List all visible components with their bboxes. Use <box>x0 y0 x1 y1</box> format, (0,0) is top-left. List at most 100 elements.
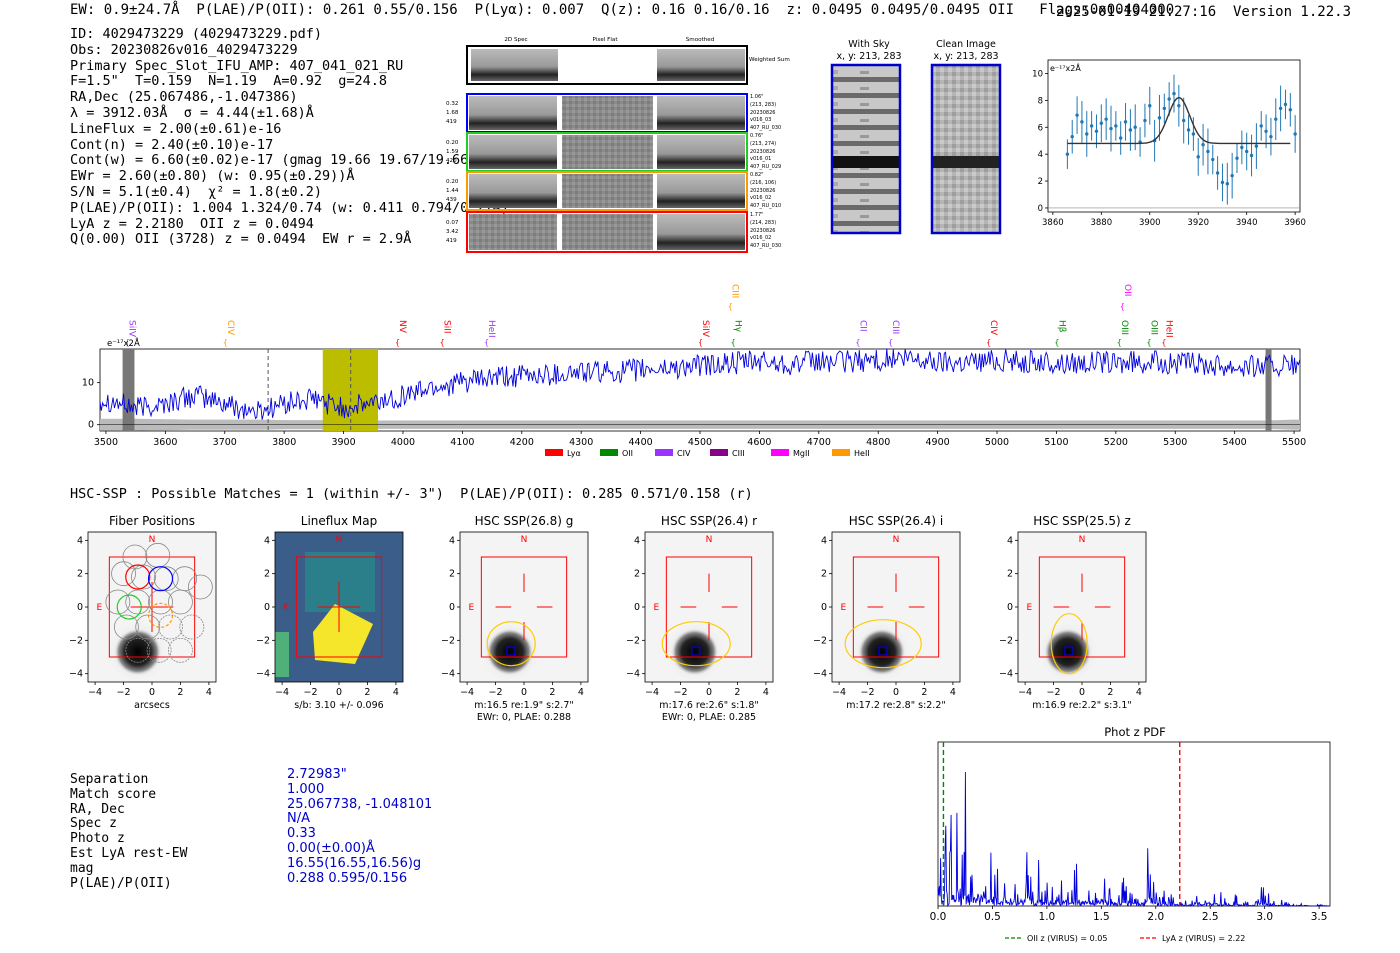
zoom-xtick-label: 3940 <box>1236 218 1258 228</box>
spectral-line-label: Hβ <box>1056 320 1066 333</box>
east-label: E <box>841 603 847 613</box>
pdf-legend-label: LyA z (VIRUS) = 2.22 <box>1162 934 1245 943</box>
spectral-line-marker: { <box>223 338 228 347</box>
zoom-data-point <box>1133 125 1137 129</box>
hsc-ytick-label: −2 <box>256 635 270 646</box>
hsc-xtick-label: 0 <box>893 687 899 698</box>
cutout-val: 0.20 <box>446 179 459 185</box>
spectral-line-label: CIII <box>890 320 900 334</box>
cutout-meta: v016_02 <box>750 195 771 201</box>
hsc-ytick-label: −4 <box>999 669 1013 680</box>
aperture-box <box>480 556 568 658</box>
info-lya: LyA z = 2.2180 OII z = 0.0494 <box>70 215 314 232</box>
col-header-2dspec: 2D Spec <box>504 37 527 43</box>
zoom-data-point <box>1065 152 1070 156</box>
zoom-data-point <box>1109 126 1113 131</box>
cutout-row-1: 0.32 1.68 419 1.06" (213, 283) 20230826 … <box>446 93 781 133</box>
zoom-data-point <box>1206 149 1210 154</box>
hsc-aperture-ellipse <box>661 621 731 667</box>
hsc-panel-title: HSC SSP(26.4) r <box>661 514 757 528</box>
galaxy-blob <box>485 628 534 676</box>
cutout-meta: 407_RU_029 <box>750 164 781 170</box>
zoom-data-point <box>1070 134 1074 139</box>
full-xtick-label: 5200 <box>1104 437 1128 448</box>
lineflux-peak <box>313 604 373 664</box>
legend-label: CIV <box>677 449 691 458</box>
cat-value: 1.000 <box>287 781 325 797</box>
spectral-line-marker: { <box>484 338 489 347</box>
hsc-panel-title: HSC SSP(25.5) z <box>1033 514 1131 528</box>
east-label: E <box>1027 603 1033 613</box>
cutout-meta: v016_03 <box>750 117 771 123</box>
hsc-panel-title: Fiber Positions <box>109 514 195 528</box>
fiber-circle <box>135 614 161 640</box>
full-masked-band <box>122 349 135 431</box>
zoom-data-point <box>1264 129 1268 133</box>
zoom-data-point <box>1274 117 1278 121</box>
north-label: N <box>521 535 528 545</box>
info-cont-n: Cont(n) = 2.40(±0.10)e-17 <box>70 136 274 153</box>
with-sky-title: With Sky <box>848 39 890 50</box>
hsc-xtick-label: 0 <box>149 687 155 698</box>
col-header-pixelflat: Pixel Flat <box>592 37 618 43</box>
hsc-xtick-label: 4 <box>763 687 769 698</box>
hsc-xtick-label: 0 <box>706 687 712 698</box>
legend-swatch <box>832 449 850 456</box>
with-sky-coords: x, y: 213, 283 <box>836 51 901 62</box>
zoom-line-fit-chart: e⁻¹⁷x2Å 3860 3880 3900 3920 3940 3960 0 2 4 6 8 10 <box>1032 59 1306 228</box>
target-box <box>1064 646 1074 656</box>
cutout-meta: (216, 106) <box>750 180 776 186</box>
zoom-data-point <box>1288 108 1293 112</box>
hsc-panel-title: HSC SSP(26.8) g <box>475 514 574 528</box>
hsc-ytick-label: −4 <box>813 669 827 680</box>
full-highlight-band <box>322 349 379 431</box>
east-label: E <box>284 603 290 613</box>
hsc-ytick-label: −4 <box>256 669 270 680</box>
hsc-ytick-label: 2 <box>634 569 640 580</box>
cutout-2dspec <box>469 96 557 130</box>
cutout-val: 419 <box>446 238 457 244</box>
hsc-xtick-label: 4 <box>1136 687 1142 698</box>
zoom-gaussian-fit <box>1067 96 1291 145</box>
cutout-meta: 1.06" <box>750 94 763 100</box>
spectral-line-marker: { <box>395 338 400 347</box>
cat-value: 0.33 <box>287 826 316 842</box>
north-label: N <box>706 535 713 545</box>
zoom-data-point <box>1075 113 1079 117</box>
zoom-ytick-label: 0 <box>1038 204 1043 214</box>
zoom-data-point <box>1191 132 1196 136</box>
full-xtick-label: 4500 <box>688 437 712 448</box>
hsc-xtick-label: 0 <box>336 687 342 698</box>
hsc-aperture-ellipse <box>844 619 922 669</box>
full-xtick-label: 4600 <box>747 437 771 448</box>
full-ytick-label: 10 <box>82 378 94 389</box>
north-label: N <box>336 535 343 545</box>
zoom-data-point <box>1215 171 1220 175</box>
catalog-labels: Separation Match score RA, Dec Spec z Ph… <box>70 772 187 891</box>
zoom-xtick-label: 3860 <box>1042 218 1064 228</box>
full-xtick-label: 3800 <box>272 437 296 448</box>
zoom-data-point <box>1240 145 1244 150</box>
hsc-ytick-label: 2 <box>449 569 455 580</box>
zoom-data-point <box>1283 102 1288 107</box>
hsc-ytick-label: −2 <box>626 635 640 646</box>
detection-info: ID: 4029473229 (4029473229.pdf) Obs: 202… <box>70 26 509 248</box>
zoom-xtick-label: 3920 <box>1187 218 1209 228</box>
spectral-line-marker: { <box>1120 302 1125 311</box>
spectral-line-marker: { <box>728 302 733 311</box>
aperture-box <box>1038 556 1126 658</box>
hsc-caption-2: EWr: 0, PLAE: 0.288 <box>477 712 571 723</box>
zoom-ytick-label: 6 <box>1038 123 1043 133</box>
zoom-data-point <box>1094 129 1099 133</box>
spectra-cutouts: 2D Spec Pixel Flat Smoothed Weighted Sum… <box>446 37 790 253</box>
cutout-meta: 20230826 <box>750 228 775 234</box>
hsc-ytick-label: 2 <box>1007 569 1013 580</box>
full-xtick-label: 5000 <box>985 437 1009 448</box>
zoom-data-point <box>1278 106 1283 111</box>
weighted-sum-2dspec <box>471 49 558 81</box>
info-fwhm: F=1.5" T=0.159 N=1.19 A=0.92 g=24.8 <box>70 73 387 90</box>
hsc-ytick-label: −2 <box>999 635 1013 646</box>
zoom-data-point <box>1080 120 1084 124</box>
zoom-data-point <box>1089 124 1094 128</box>
hsc-panel-title: HSC SSP(26.4) i <box>849 514 944 528</box>
